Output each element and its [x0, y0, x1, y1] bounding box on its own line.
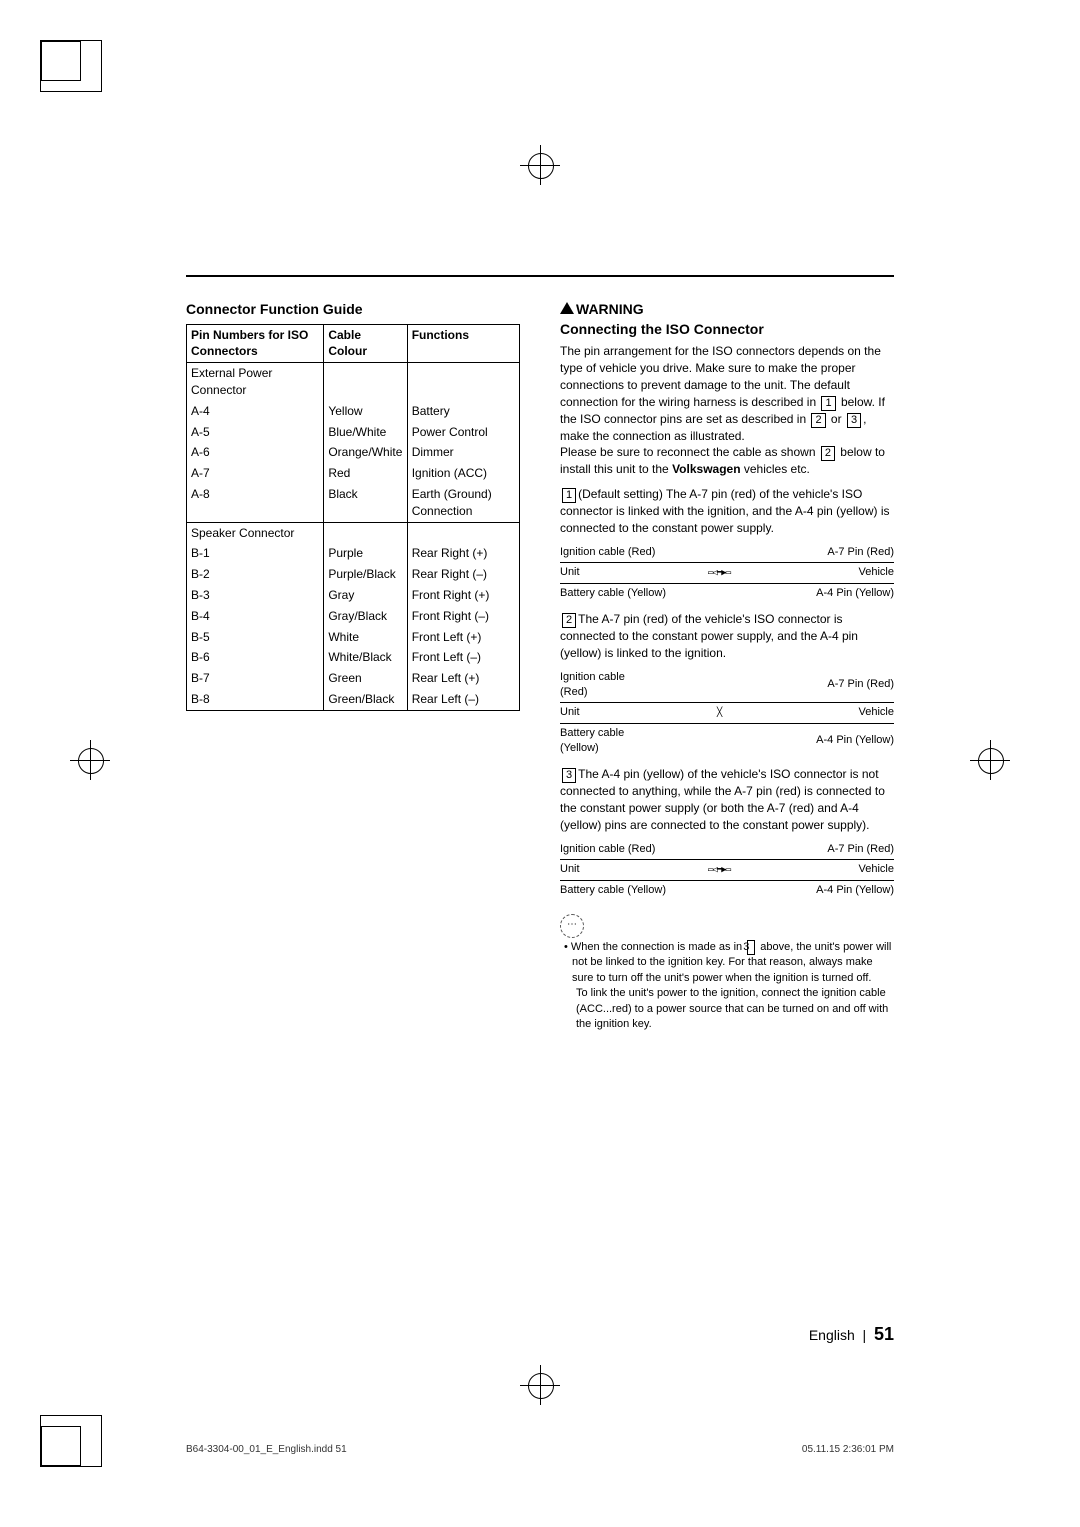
cell-fn: Front Right (+) [407, 585, 519, 606]
registration-mark-right [970, 740, 1010, 780]
registration-mark-bottom [520, 1365, 560, 1405]
cell-fn: Front Right (–) [407, 606, 519, 627]
cell-col: Yellow [324, 401, 407, 422]
cell-fn: Dimmer [407, 442, 519, 463]
iso-heading: Connecting the ISO Connector [560, 320, 894, 340]
cell-col: Black [324, 484, 407, 522]
right-column: WARNING Connecting the ISO Connector The… [560, 300, 894, 1032]
cell-col: Orange/White [324, 442, 407, 463]
cell-pin: B-6 [187, 647, 324, 668]
diagram-3: Ignition cable (Red)A-7 Pin (Red) Unit▭◁… [560, 842, 894, 898]
warning-heading: WARNING [560, 300, 894, 320]
note-icon: ⋯ [560, 914, 584, 938]
cell-fn: Battery [407, 401, 519, 422]
diagram-1: Ignition cable (Red)A-7 Pin (Red) Unit▭◁… [560, 545, 894, 601]
cell-pin: A-5 [187, 422, 324, 443]
slug-timestamp: 05.11.15 2:36:01 PM [802, 1443, 894, 1457]
cell-col: Gray [324, 585, 407, 606]
cell-fn: Ignition (ACC) [407, 463, 519, 484]
crop-mark-tl [40, 40, 102, 92]
item-2: 2The A-7 pin (red) of the vehicle's ISO … [560, 611, 894, 662]
th-pin: Pin Numbers for ISO Connectors [187, 324, 324, 363]
cell-pin: B-2 [187, 564, 324, 585]
note-2: To link the unit's power to the ignition… [560, 986, 894, 1032]
group-speaker: Speaker Connector [187, 522, 324, 543]
note-1: • When the connection is made as in 3 ab… [560, 940, 894, 986]
cell-fn: Rear Left (+) [407, 668, 519, 689]
intro-para: The pin arrangement for the ISO connecto… [560, 343, 894, 478]
crop-mark-bl [40, 1415, 102, 1467]
group-external: External Power Connector [187, 363, 324, 401]
cell-col: Blue/White [324, 422, 407, 443]
cell-col: Red [324, 463, 407, 484]
th-colour: Cable Colour [324, 324, 407, 363]
cell-col: Green [324, 668, 407, 689]
page: Connector Function Guide Pin Numbers for… [0, 0, 1080, 1527]
left-column: Connector Function Guide Pin Numbers for… [186, 300, 520, 1032]
registration-mark-left [70, 740, 110, 780]
cell-pin: A-4 [187, 401, 324, 422]
cell-pin: B-3 [187, 585, 324, 606]
cell-fn: Rear Right (–) [407, 564, 519, 585]
cell-col: Purple [324, 543, 407, 564]
th-functions: Functions [407, 324, 519, 363]
cell-fn: Front Left (+) [407, 627, 519, 648]
connector-guide-heading: Connector Function Guide [186, 300, 520, 320]
slug-file: B64-3304-00_01_E_English.indd 51 [186, 1443, 347, 1457]
page-footer: English | 51 [809, 1322, 894, 1347]
cell-fn: Front Left (–) [407, 647, 519, 668]
cell-fn: Earth (Ground) Connection [407, 484, 519, 522]
cell-fn: Rear Right (+) [407, 543, 519, 564]
cell-pin: A-7 [187, 463, 324, 484]
item-3: 3The A-4 pin (yellow) of the vehicle's I… [560, 766, 894, 833]
cell-col: Green/Black [324, 689, 407, 710]
cell-fn: Power Control [407, 422, 519, 443]
header-rule [186, 275, 894, 277]
cell-pin: A-6 [187, 442, 324, 463]
cell-pin: B-5 [187, 627, 324, 648]
cell-col: Purple/Black [324, 564, 407, 585]
cell-pin: B-1 [187, 543, 324, 564]
warning-icon [560, 302, 574, 314]
cell-fn: Rear Left (–) [407, 689, 519, 710]
cell-pin: B-4 [187, 606, 324, 627]
connector-table: Pin Numbers for ISO Connectors Cable Col… [186, 324, 520, 711]
cell-col: White [324, 627, 407, 648]
item-1: 1(Default setting) The A-7 pin (red) of … [560, 486, 894, 537]
cell-pin: B-8 [187, 689, 324, 710]
cell-pin: A-8 [187, 484, 324, 522]
cell-pin: B-7 [187, 668, 324, 689]
cell-col: White/Black [324, 647, 407, 668]
content-area: Connector Function Guide Pin Numbers for… [186, 300, 894, 1032]
slug-line: B64-3304-00_01_E_English.indd 51 05.11.1… [186, 1443, 894, 1457]
diagram-2: Ignition cable(Red)A-7 Pin (Red) Unit╳Ve… [560, 670, 894, 757]
cell-col: Gray/Black [324, 606, 407, 627]
registration-mark-top [520, 145, 560, 185]
